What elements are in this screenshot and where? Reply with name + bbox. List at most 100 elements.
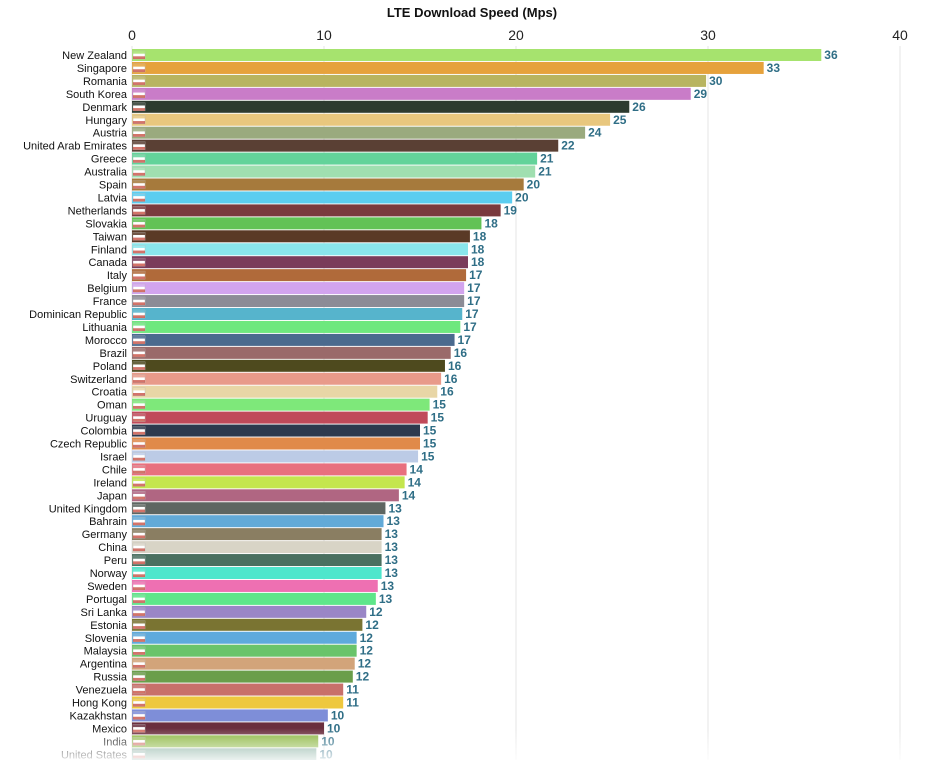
category-label: Denmark [82,102,127,114]
category-label: Brazil [99,348,127,360]
bar-china [132,541,382,554]
category-label: Italy [107,270,128,282]
bar-new-zealand [132,49,822,61]
category-label: Sweden [87,581,127,593]
hu-flag-icon [132,115,146,124]
category-label: Singapore [77,63,127,75]
bar-south-korea [132,87,691,100]
dk-flag-icon [132,102,146,112]
category-label: France [93,296,127,308]
category-label: Hong Kong [72,698,127,710]
bar-sweden [132,579,378,592]
bar-germany [132,528,382,541]
value-label: 25 [613,113,627,127]
value-label: 17 [458,333,472,347]
value-label: 12 [358,657,372,671]
bar-malaysia [132,644,357,657]
value-label: 21 [540,152,554,166]
value-label: 17 [463,320,477,334]
category-label: Chile [102,464,127,476]
category-label: Poland [93,361,127,373]
si-flag-icon [132,633,146,642]
category-label: Ireland [93,477,127,489]
de-flag-icon [132,529,146,539]
ve-flag-icon [132,685,146,694]
category-label: Spain [99,180,127,192]
category-label: Japan [97,490,127,502]
category-label: Belgium [87,283,127,295]
value-label: 12 [360,644,374,658]
value-label: 13 [385,553,399,567]
value-label: 14 [402,488,416,502]
category-label: Estonia [90,620,128,632]
category-label: Taiwan [93,231,127,243]
bar-france [132,295,465,308]
br-flag-icon [132,348,146,358]
category-label: Netherlands [68,205,128,217]
bar-poland [132,359,445,372]
value-label: 11 [346,696,359,710]
jp-flag-icon [132,491,146,500]
bar-hong-kong [132,696,344,709]
category-label: Colombia [81,426,128,438]
bar-austria [132,126,586,139]
gb-flag-icon [132,504,146,513]
bar-kazakhstan [132,709,328,722]
cn-flag-icon [132,542,146,552]
lt-flag-icon [132,322,146,332]
ma-flag-icon [132,335,146,345]
x-axis-ticks: 0 10 20 30 40 [128,27,908,43]
x-tick-label: 40 [892,27,908,43]
bar-argentina [132,657,355,670]
my-flag-icon [132,646,146,655]
se-flag-icon [132,581,146,591]
nz-flag-icon [132,50,146,60]
bar-belgium [132,282,465,295]
bottom-fade [0,728,935,760]
om-flag-icon [132,400,146,409]
cl-flag-icon [132,465,146,474]
category-label: New Zealand [62,50,127,62]
bar-switzerland [132,372,442,385]
bar-slovenia [132,631,357,644]
value-label: 16 [448,359,462,373]
chart-title: LTE Download Speed (Mps) [387,5,557,20]
no-flag-icon [132,568,146,578]
flags [132,50,146,759]
category-label: Argentina [80,659,128,671]
value-label: 10 [331,708,345,722]
value-label: 15 [431,411,445,425]
category-label: South Korea [66,89,128,101]
category-label: Germany [82,529,128,541]
value-label: 17 [469,268,483,282]
category-label: China [98,542,128,554]
category-label: Bahrain [89,516,127,528]
category-label: Kazakhstan [70,710,127,722]
bar-croatia [132,385,438,398]
bar-dominican-republic [132,308,463,320]
bar-singapore [132,61,764,74]
il-flag-icon [132,452,146,461]
value-label: 26 [632,100,646,114]
bar-netherlands [132,204,501,217]
bar-latvia [132,191,513,204]
ro-flag-icon [132,76,146,86]
ee-flag-icon [132,620,146,630]
bar-bahrain [132,515,384,528]
category-label: Romania [83,76,128,88]
value-label: 16 [444,372,458,386]
value-label: 22 [561,139,575,153]
it-flag-icon [132,270,146,280]
kz-flag-icon [132,711,146,720]
category-label: Malaysia [84,646,128,658]
value-label: 16 [440,385,454,399]
kr-flag-icon [132,89,146,99]
value-label: 21 [538,165,552,179]
value-label: 18 [471,242,485,256]
ru-flag-icon [132,672,146,681]
category-label: Croatia [92,387,128,399]
category-label: Russia [93,672,128,684]
fr-flag-icon [132,296,146,306]
value-label: 36 [824,48,838,62]
bar-united-arab-emirates [132,139,559,152]
